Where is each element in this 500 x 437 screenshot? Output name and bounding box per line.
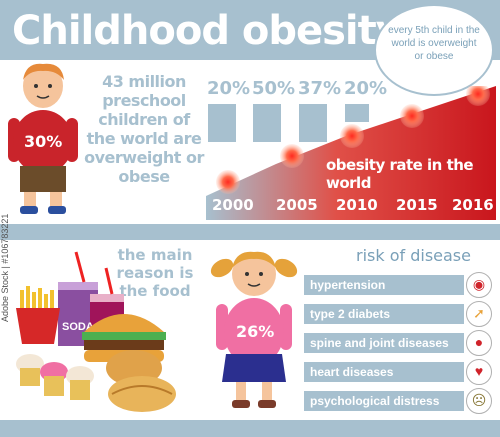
obesity-trend-chart [206, 86, 496, 220]
year-label: 2005 [276, 196, 318, 214]
girl-percent: 26% [236, 322, 275, 341]
risk-item: hypertension [304, 275, 464, 295]
boy-percent: 30% [24, 132, 63, 151]
risk-item: heart diseases [304, 362, 464, 382]
girl-illustration [210, 251, 298, 408]
bar-2015 [345, 104, 369, 122]
syringe-icon: ➚ [466, 301, 492, 327]
food-illustration: SODA [16, 251, 176, 412]
risk-item: spine and joint diseases [304, 333, 464, 353]
sad-face-icon: ☹ [466, 388, 492, 414]
bar-2000 [208, 104, 236, 142]
footer-band [0, 420, 500, 437]
section-divider [0, 224, 500, 240]
bar-2005 [253, 104, 281, 142]
chart-annotation: obesity rate in the world [326, 156, 474, 192]
year-label: 2016 [452, 196, 494, 214]
bar-2010 [299, 104, 327, 142]
risk-item-label: spine and joint diseases [310, 336, 449, 350]
heart-icon: ♥ [466, 359, 492, 385]
risk-item-label: heart diseases [310, 365, 394, 379]
main-reason-text: the main reason is the food [116, 246, 194, 300]
risk-title: risk of disease [356, 246, 471, 265]
pressure-gauge-icon: ◉ [466, 272, 492, 298]
risk-item: type 2 diabets [304, 304, 464, 324]
spine-icon: ● [466, 330, 492, 356]
risk-item-label: type 2 diabets [310, 307, 391, 321]
bar-label: 20% [207, 78, 251, 99]
risk-item-label: psychological distress [310, 394, 440, 408]
year-label: 2010 [336, 196, 378, 214]
page-title: Childhood obesity [12, 8, 402, 54]
bar-label: 20% [344, 78, 388, 99]
year-label: 2015 [396, 196, 438, 214]
fact-bubble: every 5th child in the world is overweig… [374, 4, 494, 96]
boy-illustration [8, 63, 78, 214]
bar-label: 50% [252, 78, 296, 99]
risk-item: psychological distress [304, 391, 464, 411]
bar-label: 37% [298, 78, 342, 99]
fact-bubble-text: every 5th child in the world is overweig… [388, 25, 480, 62]
soda-label: SODA [62, 321, 94, 333]
watermark-text: Adobe Stock | #106783221 [0, 213, 10, 322]
preschool-stat: 43 million preschool children of the wor… [84, 72, 204, 186]
year-label: 2000 [212, 196, 254, 214]
risk-item-label: hypertension [310, 278, 386, 292]
